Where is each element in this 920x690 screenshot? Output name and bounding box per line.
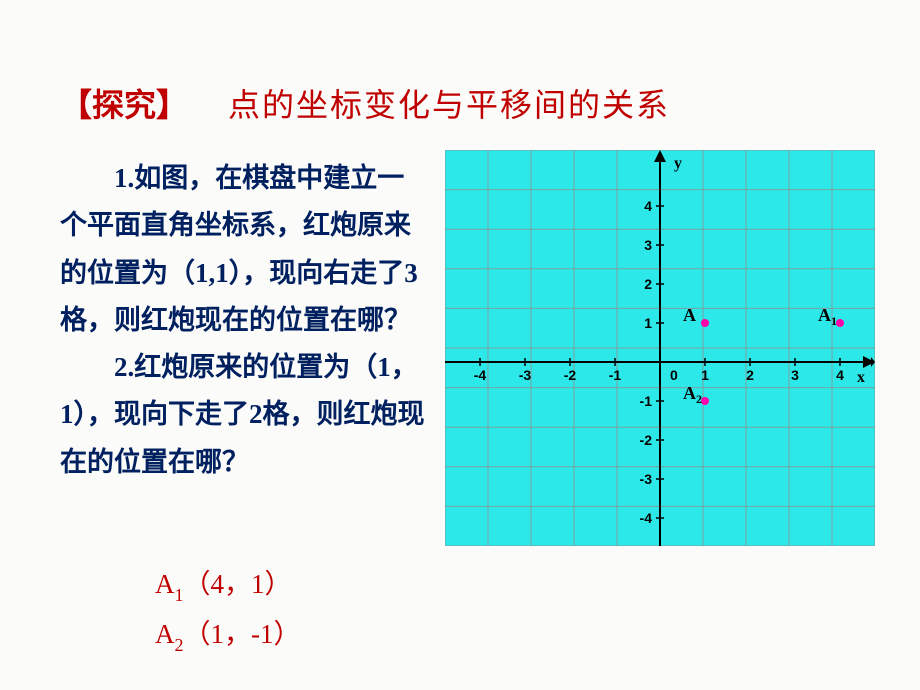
svg-text:-3: -3	[640, 471, 653, 487]
svg-text:4: 4	[644, 198, 652, 214]
paragraph-2: 2.红炮原来的位置为（1，1），现向下走了2格，则红炮现在的位置在哪？	[60, 344, 425, 486]
heading: 【探究】 点的坐标变化与平移间的关系	[60, 80, 870, 126]
svg-text:-2: -2	[564, 367, 577, 383]
svg-text:A2: A2	[683, 383, 702, 406]
svg-text:3: 3	[644, 237, 652, 253]
answer-2: A2（1，-1）	[155, 610, 301, 660]
answer-1: A1（4，1）	[155, 560, 301, 610]
svg-text:-3: -3	[519, 367, 532, 383]
paragraph-1: 1.如图，在棋盘中建立一个平面直角坐标系，红炮原来的位置为（1,1），现向右走了…	[60, 155, 425, 344]
answer-1-label: A	[155, 569, 175, 599]
slide-title: 点的坐标变化与平移间的关系	[228, 80, 670, 126]
answer-2-label: A	[155, 619, 175, 649]
answer-2-sub: 2	[175, 635, 184, 655]
slide: 【探究】 点的坐标变化与平移间的关系 1.如图，在棋盘中建立一个平面直角坐标系，…	[0, 0, 920, 690]
body-text: 1.如图，在棋盘中建立一个平面直角坐标系，红炮原来的位置为（1,1），现向右走了…	[60, 155, 425, 486]
chart-svg: -4-3-2-101234x-5-4-3-2-11234yAA1A2	[445, 150, 875, 546]
tanjiu-label: 【探究】	[60, 80, 188, 126]
answers: A1（4，1） A2（1，-1）	[155, 560, 301, 660]
svg-text:y: y	[674, 155, 682, 172]
svg-text:-4: -4	[640, 510, 653, 526]
svg-text:A: A	[683, 305, 696, 325]
svg-text:3: 3	[791, 367, 799, 383]
coordinate-chart: -4-3-2-101234x-5-4-3-2-11234yAA1A2	[445, 150, 875, 546]
svg-text:0: 0	[670, 367, 678, 383]
svg-text:1: 1	[701, 367, 709, 383]
svg-text:2: 2	[644, 276, 652, 292]
svg-text:4: 4	[836, 367, 844, 383]
svg-text:2: 2	[746, 367, 754, 383]
answer-2-coords: （1，-1）	[184, 619, 301, 649]
svg-text:-1: -1	[609, 367, 622, 383]
svg-text:1: 1	[644, 315, 652, 331]
svg-text:-4: -4	[474, 367, 487, 383]
answer-1-coords: （4，1）	[184, 569, 292, 599]
svg-text:-1: -1	[640, 393, 653, 409]
svg-text:-2: -2	[640, 432, 653, 448]
answer-1-sub: 1	[175, 585, 184, 605]
svg-text:x: x	[857, 369, 865, 386]
